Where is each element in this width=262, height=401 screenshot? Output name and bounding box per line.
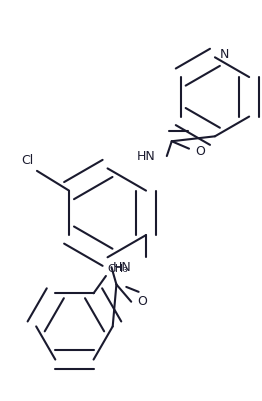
Text: O: O xyxy=(195,145,205,158)
Text: CH₃: CH₃ xyxy=(107,263,128,273)
Text: HN: HN xyxy=(112,261,131,273)
Text: O: O xyxy=(137,295,147,308)
Text: HN: HN xyxy=(137,150,156,162)
Text: N: N xyxy=(220,49,229,61)
Text: Cl: Cl xyxy=(21,154,33,167)
